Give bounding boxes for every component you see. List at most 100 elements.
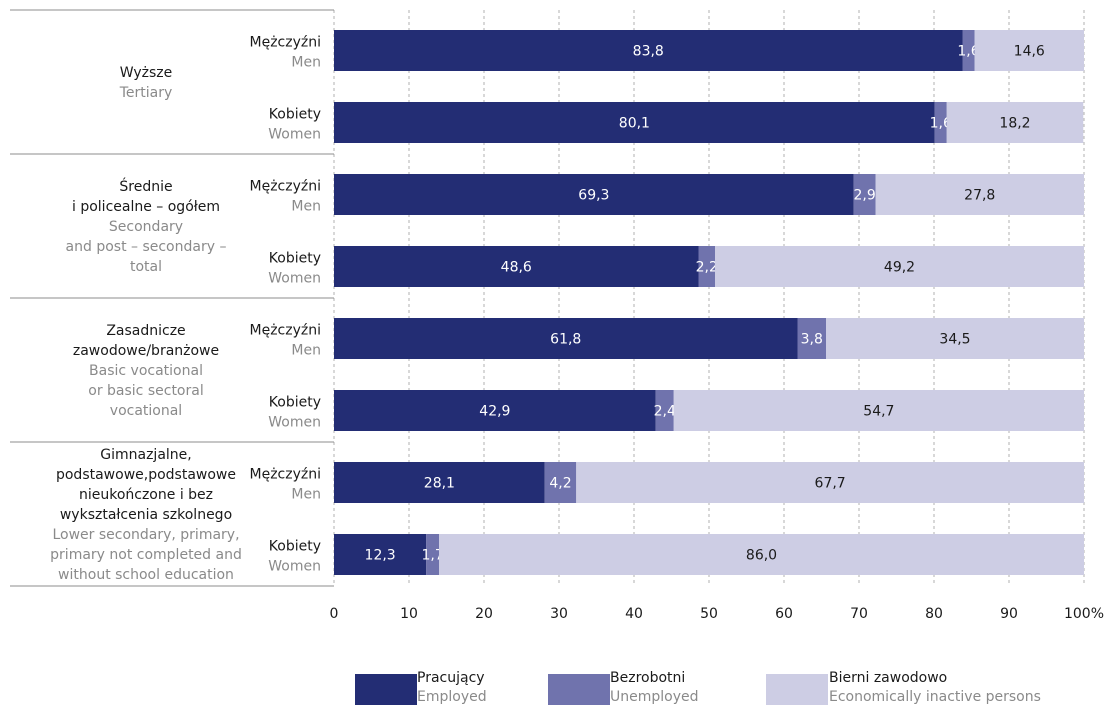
legend: Pracujący Employed Bezrobotni Unemployed Bie… xyxy=(355,670,1041,705)
bar-segment-inactive xyxy=(673,390,1084,431)
row-label-en: Women xyxy=(268,559,321,575)
x-tick-label: 30 xyxy=(550,606,568,622)
row-label-pl: Kobiety xyxy=(269,107,321,123)
bar-segment-employed xyxy=(334,30,963,71)
legend-swatch-employed xyxy=(355,674,417,705)
data-label-employed: 61,8 xyxy=(550,332,581,348)
x-tick-label: 70 xyxy=(850,606,868,622)
x-tick-label: 60 xyxy=(775,606,793,622)
row-label-en: Men xyxy=(291,343,321,359)
bar-segment-unemployed xyxy=(655,390,674,431)
data-label-unemployed: 2,4 xyxy=(654,404,676,420)
bars: 83,8 1,6 14,6 80,1 1,6 18,2 69,3 2,9 27,8 48,6 2,2… xyxy=(334,30,1084,575)
row-label-pl: Mężczyźni xyxy=(250,323,321,339)
group-label-en: vocational xyxy=(110,403,182,419)
bar-segment-unemployed xyxy=(962,30,975,71)
bar-segment-employed xyxy=(334,462,545,503)
bar-segment-inactive xyxy=(875,174,1084,215)
x-tick-label: 90 xyxy=(1000,606,1018,622)
group-label-pl: nieukończone i bez xyxy=(79,487,213,503)
data-label-employed: 28,1 xyxy=(424,476,455,492)
group-label-en: or basic sectoral xyxy=(88,383,203,399)
data-label-inactive: 27,8 xyxy=(964,188,995,204)
data-label-inactive: 49,2 xyxy=(884,260,915,276)
group-label-en: Lower secondary, primary, xyxy=(52,527,239,543)
bar-segment-unemployed xyxy=(934,102,947,143)
bar-segment-inactive xyxy=(439,534,1084,575)
x-tick-label: 10 xyxy=(400,606,418,622)
x-tick-label: 40 xyxy=(625,606,643,622)
data-label-employed: 83,8 xyxy=(633,44,664,60)
group-label-en: Secondary xyxy=(109,219,183,235)
group-label-pl: Gimnazjalne, xyxy=(100,447,191,463)
row-label-en: Women xyxy=(268,415,321,431)
legend-label-en: Unemployed xyxy=(610,689,699,705)
row-label-pl: Kobiety xyxy=(269,395,321,411)
data-label-employed: 12,3 xyxy=(365,548,396,564)
group-label-en: without school education xyxy=(58,567,234,583)
row-label-pl: Kobiety xyxy=(269,251,321,267)
data-label-inactive: 86,0 xyxy=(746,548,777,564)
group-label-pl: Zasadnicze xyxy=(106,323,185,339)
data-label-employed: 80,1 xyxy=(619,116,650,132)
row-label-en: Women xyxy=(268,271,321,287)
x-tick-label: 100% xyxy=(1064,606,1104,622)
row-label-pl: Kobiety xyxy=(269,539,321,555)
bar-segment-inactive xyxy=(826,318,1084,359)
data-label-employed: 48,6 xyxy=(501,260,532,276)
x-tick-label: 0 xyxy=(330,606,339,622)
data-label-unemployed: 2,9 xyxy=(853,188,875,204)
group-label-pl: Średnie xyxy=(119,177,172,195)
data-label-inactive: 14,6 xyxy=(1014,44,1045,60)
data-label-employed: 42,9 xyxy=(479,404,510,420)
bar-segment-unemployed xyxy=(544,462,577,503)
bar-segment-employed xyxy=(334,534,427,575)
data-label-unemployed: 2,2 xyxy=(696,260,718,276)
bar-segment-employed xyxy=(334,102,935,143)
data-label-unemployed: 1,7 xyxy=(421,548,443,564)
legend-label-en: Economically inactive persons xyxy=(829,689,1041,705)
group-label-en: Basic vocational xyxy=(89,363,203,379)
row-label-en: Men xyxy=(291,55,321,71)
bar-segment-unemployed xyxy=(426,534,439,575)
group-label-pl: Wyższe xyxy=(120,65,173,81)
row-label-pl: Mężczyźni xyxy=(250,35,321,51)
bar-segment-employed xyxy=(334,174,854,215)
row-label-en: Women xyxy=(268,127,321,143)
group-labels: Wyższe Tertiary Średnie i policealne – ogół… xyxy=(50,65,242,583)
group-label-pl: wykształcenia szkolnego xyxy=(60,507,232,523)
row-label-pl: Mężczyźni xyxy=(250,467,321,483)
legend-swatch-unemployed xyxy=(548,674,610,705)
data-label-unemployed: 1,6 xyxy=(957,44,979,60)
legend-swatch-inactive xyxy=(766,674,828,705)
data-label-inactive: 34,5 xyxy=(939,332,970,348)
group-label-en: Tertiary xyxy=(119,85,173,101)
bar-segment-employed xyxy=(334,246,699,287)
data-label-inactive: 54,7 xyxy=(863,404,894,420)
x-tick-label: 20 xyxy=(475,606,493,622)
bar-segment-employed xyxy=(334,318,798,359)
row-label-en: Men xyxy=(291,487,321,503)
bar-segment-employed xyxy=(334,390,656,431)
group-label-en: and post – secondary – xyxy=(66,239,227,255)
group-label-pl: zawodowe/branżowe xyxy=(73,343,219,359)
row-label-pl: Mężczyźni xyxy=(250,179,321,195)
bar-segment-inactive xyxy=(946,102,1084,143)
data-label-unemployed: 3,8 xyxy=(801,332,823,348)
bar-segment-inactive xyxy=(576,462,1084,503)
group-dividers xyxy=(10,9,334,587)
bar-segment-unemployed xyxy=(853,174,876,215)
data-label-inactive: 67,7 xyxy=(815,476,846,492)
legend-label-pl: Pracujący xyxy=(417,670,485,686)
bar-segment-inactive xyxy=(974,30,1084,71)
bar-segment-unemployed xyxy=(698,246,715,287)
legend-label-pl: Bierni zawodowo xyxy=(829,670,947,686)
group-label-pl: podstawowe,podstawowe xyxy=(56,467,236,483)
data-label-inactive: 18,2 xyxy=(999,116,1030,132)
x-tick-label: 80 xyxy=(925,606,943,622)
x-tick-label: 50 xyxy=(700,606,718,622)
group-label-pl: i policealne – ogółem xyxy=(72,199,220,215)
row-labels: Mężczyźni Men Kobiety Women Mężczyźni Men Kobi… xyxy=(250,35,321,575)
data-label-unemployed: 4,2 xyxy=(549,476,571,492)
